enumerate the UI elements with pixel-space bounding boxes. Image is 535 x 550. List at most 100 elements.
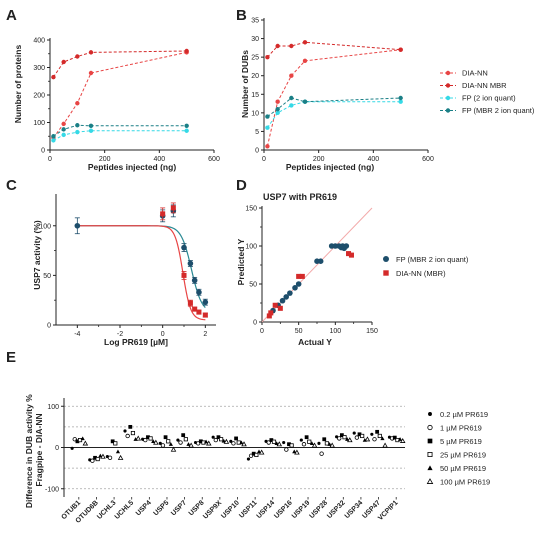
series-line [267, 97, 401, 117]
y-axis-label: Predicted Y [236, 238, 246, 285]
data-point [202, 299, 209, 305]
y-tick-label: 0 [55, 445, 59, 452]
data-point [304, 435, 309, 440]
data-point [258, 449, 265, 455]
x-tick-label: 0 [262, 156, 266, 163]
y-axis-label-line-1: Difference in DUB activity % [24, 394, 34, 508]
legend-swatch [427, 424, 433, 431]
data-point [183, 437, 188, 442]
legend-swatch [428, 412, 432, 416]
data-point [275, 106, 280, 112]
y-tick-label: 25 [251, 55, 259, 62]
data-point [346, 251, 352, 257]
data-point [74, 222, 81, 229]
x-axis-label: Log PR619 [µM] [104, 337, 168, 347]
legend-swatch-marker [445, 83, 451, 88]
data-point [221, 438, 226, 443]
chart-panel-a: Peptides injected (ng) Number of protein… [13, 38, 220, 173]
data-point [80, 436, 85, 441]
data-point [75, 129, 80, 135]
data-point [191, 277, 198, 284]
data-point [117, 454, 124, 460]
y-tick-label: 0 [255, 148, 259, 155]
y-tick-label: 35 [251, 18, 259, 25]
data-point [301, 442, 307, 447]
data-point [272, 302, 278, 308]
data-point [234, 436, 238, 441]
data-point [337, 436, 342, 441]
legend-swatch-marker [445, 108, 451, 113]
series-line [267, 101, 401, 128]
x-axis-label: Peptides injected (ng) [88, 162, 176, 172]
data-point [289, 95, 294, 101]
data-point [176, 438, 180, 442]
data-point [265, 54, 270, 60]
data-point [75, 123, 80, 128]
data-point [357, 432, 362, 437]
legend-label: DIA-NN MBR [462, 81, 507, 90]
chart-panel-e: Difference in DUB activity % Fragpipe - … [24, 394, 490, 525]
data-point [51, 138, 56, 143]
data-point [181, 433, 186, 438]
legend-swatch [383, 256, 389, 262]
y-tick-label: 30 [251, 36, 259, 43]
data-point [188, 442, 194, 448]
legend-label: 25 µM PR619 [440, 451, 486, 460]
data-point [202, 312, 208, 318]
data-point [289, 43, 294, 49]
legend-swatch [427, 452, 433, 457]
legend-swatch [383, 270, 389, 276]
x-tick-label: VCPIP1 [377, 499, 400, 522]
data-point [187, 260, 194, 267]
data-point [309, 441, 315, 446]
legend-swatch [427, 465, 433, 471]
series-line [53, 50, 187, 78]
data-point [307, 439, 312, 444]
x-tick-label: 150 [366, 328, 378, 335]
x-tick-label: 0 [260, 328, 264, 335]
legend-label: DIA-NN (MBR) [396, 269, 446, 278]
data-point [327, 442, 332, 446]
data-point [287, 442, 291, 447]
series-line [53, 51, 187, 138]
y-tick-label: 20 [251, 73, 259, 80]
x-tick-label: USP34 [344, 499, 365, 520]
legend-label: DIA-NN [462, 69, 488, 78]
data-point [88, 70, 94, 76]
data-point [75, 54, 80, 59]
data-point [223, 438, 230, 444]
data-point [268, 310, 274, 316]
data-point [186, 442, 191, 446]
data-point [51, 134, 56, 139]
y-tick-label: 150 [245, 206, 257, 213]
data-point [61, 121, 66, 127]
x-tick-label: USP28 [308, 499, 329, 520]
legend-swatch [426, 478, 434, 484]
data-point [348, 252, 354, 258]
data-point [51, 74, 56, 80]
data-point [205, 440, 212, 446]
y-tick-label: 0 [253, 320, 257, 327]
x-tick-label: 2 [203, 331, 207, 338]
chart-title: USP7 with PR619 [263, 192, 337, 202]
series-line [53, 124, 187, 137]
data-point [275, 43, 280, 49]
data-point [370, 432, 374, 436]
data-point [364, 436, 371, 442]
data-point [292, 449, 297, 454]
data-point [128, 424, 133, 429]
data-point [100, 453, 106, 459]
data-point [352, 431, 356, 435]
data-point [181, 244, 187, 251]
y-tick-label: 100 [33, 120, 45, 127]
data-point [241, 441, 247, 447]
y-tick-label: 100 [47, 404, 59, 411]
panel-letter-d: D [236, 177, 247, 194]
data-point [254, 452, 259, 458]
data-point [211, 435, 215, 439]
data-point [377, 433, 382, 439]
data-point [345, 437, 350, 441]
legend-label: 5 µM PR619 [440, 437, 482, 446]
data-point [168, 442, 173, 446]
series-line [267, 41, 401, 58]
